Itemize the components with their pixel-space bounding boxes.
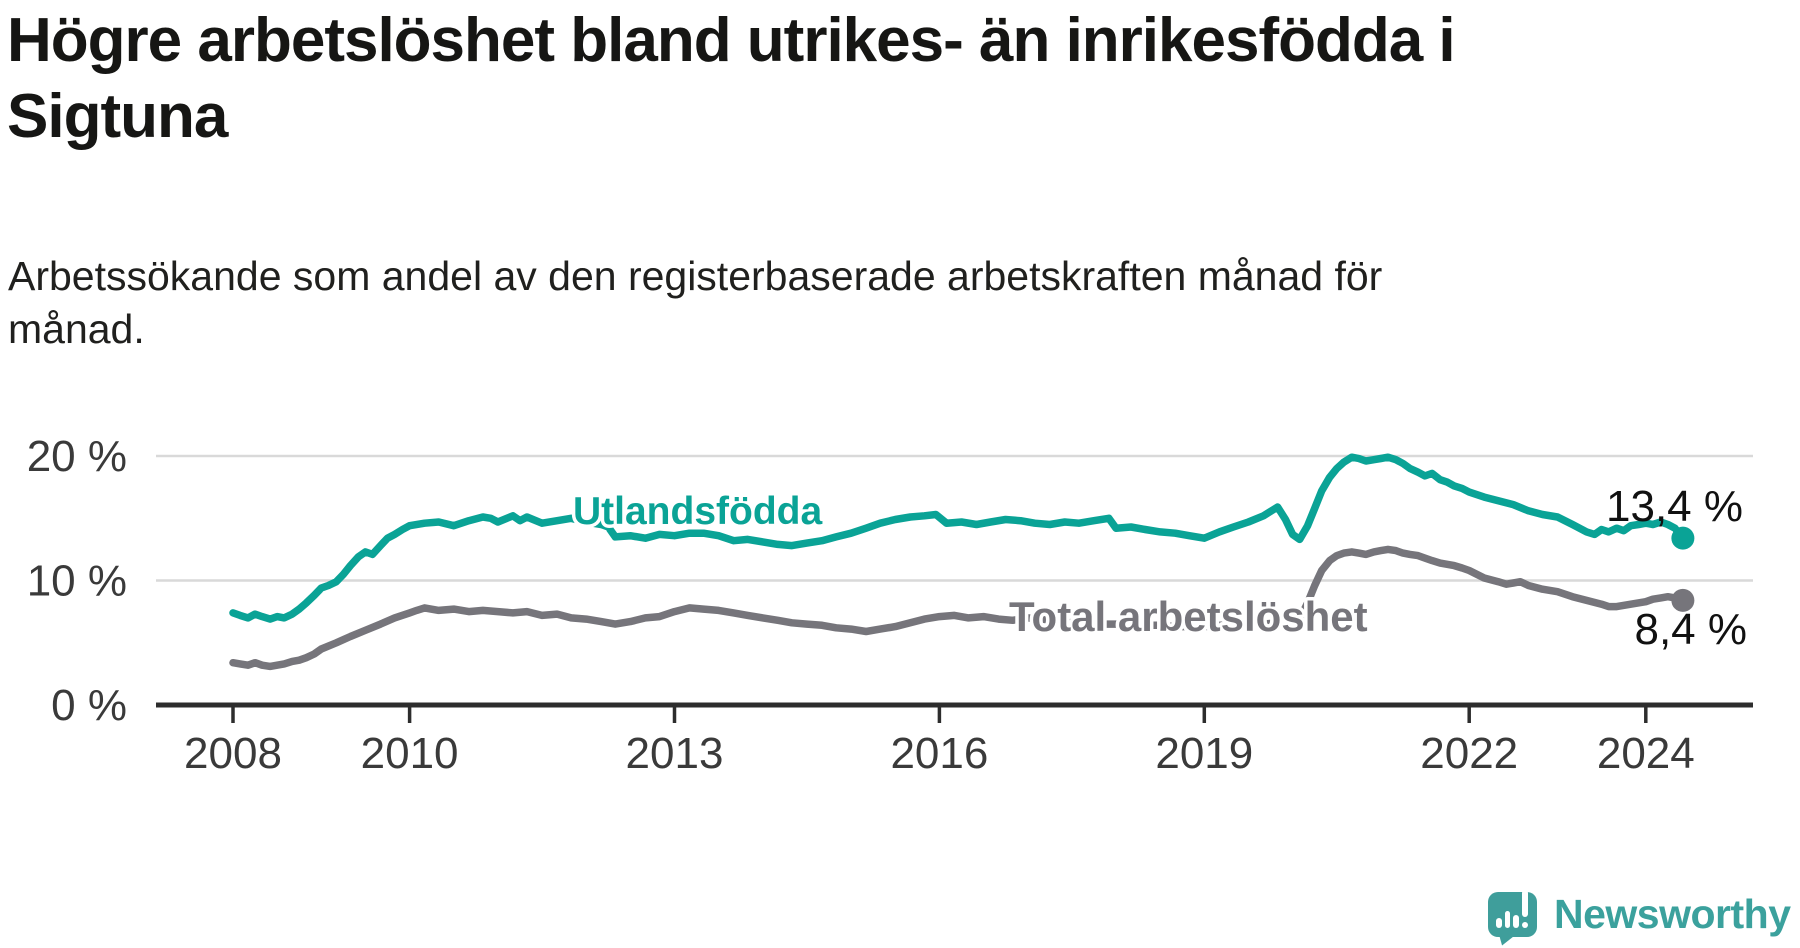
x-tick-label-2010: 2010: [361, 729, 459, 778]
series-line-total-arbetsl-shet: [229, 545, 1687, 671]
x-tick-label-2022: 2022: [1420, 729, 1518, 778]
logo-bar-icon: [1504, 910, 1510, 928]
chart-title: Högre arbetslöshet bland utrikes- än inr…: [7, 3, 1767, 155]
x-tick-label-2013: 2013: [626, 729, 724, 778]
chart-title-line-1: Högre arbetslöshet bland utrikes- än inr…: [7, 6, 1456, 75]
speech-bubble-bar-chart-icon: [1488, 889, 1537, 937]
chart-subtitle: Arbetssökande som andel av den registerb…: [8, 250, 1508, 356]
chart-subtitle-line-1: Arbetssökande som andel av den registerb…: [8, 253, 1383, 299]
y-tick-label-0: 0 %: [51, 681, 127, 730]
x-tick-label-2016: 2016: [890, 729, 988, 778]
chart-title-line-2: Sigtuna: [7, 82, 228, 151]
newsworthy-brand-text: Newsworthy: [1554, 890, 1791, 937]
logo-exclamation-icon: [1522, 889, 1528, 917]
end-value-label-utlandsf-dda: 13,4 %: [1606, 482, 1743, 531]
series-label-utlandsf-dda: Utlandsfödda: [573, 490, 822, 533]
logo-bar-icon: [1496, 917, 1502, 928]
end-value-label-total-arbetsl-shet: 8,4 %: [1634, 605, 1747, 654]
x-tick-label-2024: 2024: [1597, 729, 1695, 778]
x-tick-label-2008: 2008: [184, 729, 282, 778]
newsworthy-logo: Newsworthy: [1488, 884, 1791, 944]
y-tick-label-10: 10 %: [27, 557, 127, 606]
series-end-dot-total-arbetsl-shet: [1671, 588, 1695, 612]
series-end-dot-utlandsf-dda: [1671, 526, 1695, 550]
y-tick-label-20: 20 %: [27, 432, 127, 481]
logo-exclamation-dot-icon: [1522, 921, 1528, 928]
logo-bar-icon: [1513, 914, 1519, 928]
x-tick-label-2019: 2019: [1155, 729, 1253, 778]
series-label-total-arbetsl-shet: Total arbetslöshet: [1009, 593, 1368, 640]
chart-subtitle-line-2: månad.: [8, 306, 145, 352]
series-line-utlandsf-dda: [229, 453, 1687, 623]
